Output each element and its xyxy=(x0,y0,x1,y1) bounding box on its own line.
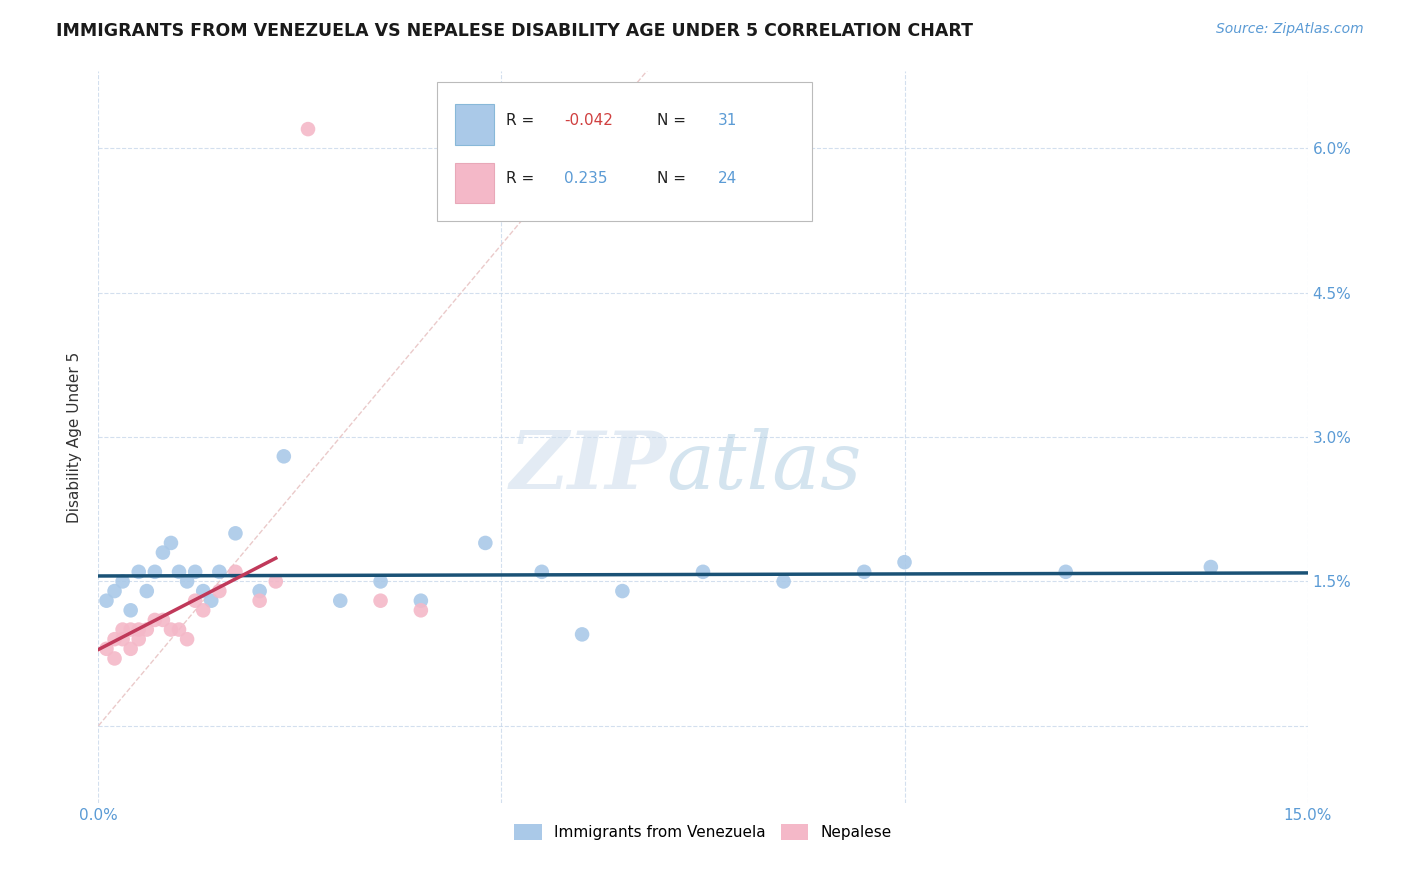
Point xyxy=(297,122,319,136)
Point xyxy=(176,632,198,647)
Point xyxy=(120,603,142,617)
Point xyxy=(103,632,125,647)
Text: 0.235: 0.235 xyxy=(564,171,607,186)
Text: -0.042: -0.042 xyxy=(564,113,613,128)
Point xyxy=(96,593,118,607)
Point xyxy=(160,536,183,550)
Point xyxy=(111,574,134,589)
Point xyxy=(370,593,392,607)
Point xyxy=(152,545,174,559)
Point xyxy=(143,565,166,579)
Point xyxy=(474,536,496,550)
Point xyxy=(612,584,634,599)
Point xyxy=(103,651,125,665)
Point xyxy=(135,584,157,599)
Point xyxy=(120,641,142,656)
FancyBboxPatch shape xyxy=(437,82,811,221)
Point xyxy=(1054,565,1077,579)
Point xyxy=(176,574,198,589)
Text: N =: N = xyxy=(657,171,690,186)
Point xyxy=(96,641,118,656)
Point xyxy=(208,584,231,599)
Point xyxy=(329,593,352,607)
Text: R =: R = xyxy=(506,113,538,128)
Point xyxy=(208,565,231,579)
Point xyxy=(273,450,295,464)
Point xyxy=(772,574,794,589)
Point xyxy=(193,603,215,617)
Point xyxy=(692,565,714,579)
Text: 24: 24 xyxy=(717,171,737,186)
Point xyxy=(152,613,174,627)
Text: Source: ZipAtlas.com: Source: ZipAtlas.com xyxy=(1216,22,1364,37)
Point xyxy=(160,623,183,637)
Point xyxy=(184,565,207,579)
Text: N =: N = xyxy=(657,113,690,128)
Text: ZIP: ZIP xyxy=(510,427,666,505)
Point xyxy=(249,584,271,599)
Point xyxy=(224,526,246,541)
Legend: Immigrants from Venezuela, Nepalese: Immigrants from Venezuela, Nepalese xyxy=(508,818,898,847)
Text: atlas: atlas xyxy=(666,427,862,505)
Point xyxy=(128,565,150,579)
Point xyxy=(111,623,134,637)
Point xyxy=(264,574,287,589)
Point xyxy=(128,632,150,647)
Point xyxy=(120,623,142,637)
Text: R =: R = xyxy=(506,171,538,186)
Point xyxy=(135,623,157,637)
Point xyxy=(893,555,915,569)
Point xyxy=(1199,560,1222,574)
Point xyxy=(193,584,215,599)
Point xyxy=(249,593,271,607)
FancyBboxPatch shape xyxy=(456,163,494,203)
Point xyxy=(167,565,190,579)
Point xyxy=(409,603,432,617)
Point xyxy=(200,593,222,607)
Point xyxy=(530,565,553,579)
Point xyxy=(167,623,190,637)
Point xyxy=(571,627,593,641)
Point xyxy=(853,565,876,579)
Y-axis label: Disability Age Under 5: Disability Age Under 5 xyxy=(67,351,83,523)
Point xyxy=(111,632,134,647)
Point xyxy=(103,584,125,599)
FancyBboxPatch shape xyxy=(456,104,494,145)
Point xyxy=(184,593,207,607)
Point xyxy=(143,613,166,627)
Text: IMMIGRANTS FROM VENEZUELA VS NEPALESE DISABILITY AGE UNDER 5 CORRELATION CHART: IMMIGRANTS FROM VENEZUELA VS NEPALESE DI… xyxy=(56,22,973,40)
Point xyxy=(224,565,246,579)
Point xyxy=(128,623,150,637)
Point xyxy=(370,574,392,589)
Text: 31: 31 xyxy=(717,113,737,128)
Point xyxy=(409,593,432,607)
